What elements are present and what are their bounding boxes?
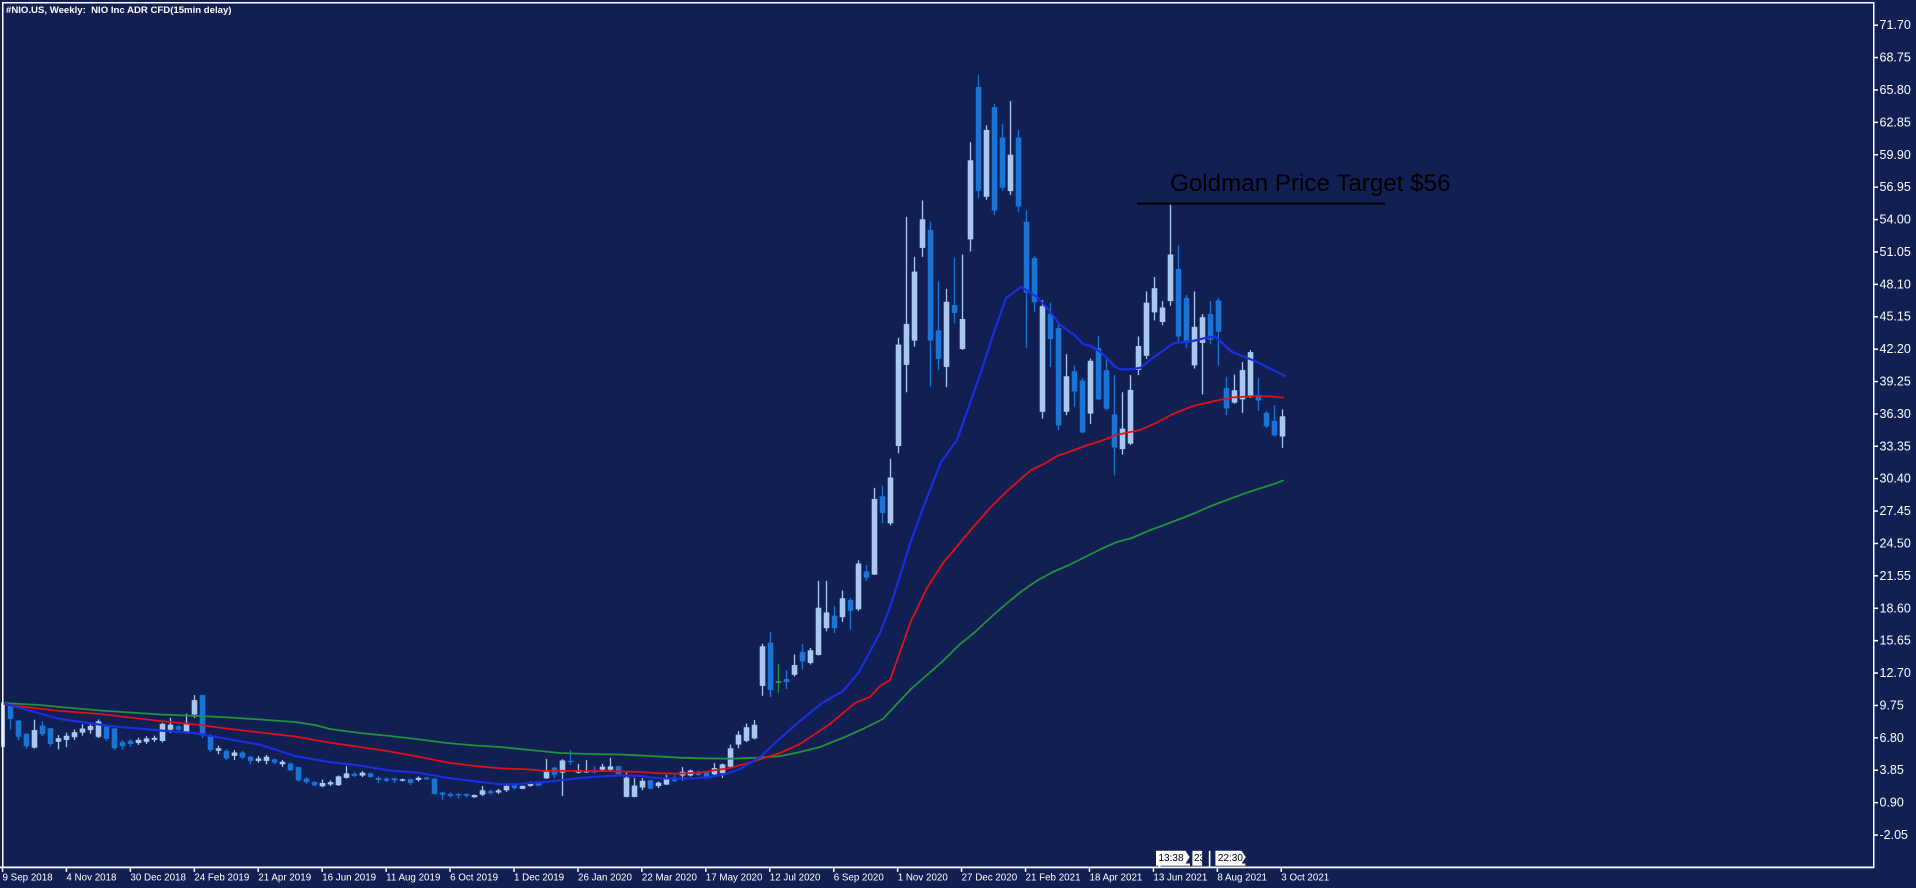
svg-text:1 Dec 2019: 1 Dec 2019: [514, 873, 564, 884]
svg-text:13 Jun 2021: 13 Jun 2021: [1153, 873, 1207, 884]
svg-text:3.85: 3.85: [1880, 763, 1904, 777]
svg-text:21.55: 21.55: [1880, 569, 1911, 583]
svg-text:24.50: 24.50: [1880, 537, 1911, 551]
svg-text:9.75: 9.75: [1880, 698, 1904, 712]
svg-text:24 Feb 2019: 24 Feb 2019: [194, 873, 249, 884]
svg-text:12 Jul 2020: 12 Jul 2020: [770, 873, 821, 884]
svg-text:51.05: 51.05: [1880, 245, 1911, 259]
svg-text:26 Jan 2020: 26 Jan 2020: [578, 873, 632, 884]
svg-text:59.90: 59.90: [1880, 148, 1911, 162]
svg-text:13:38: 13:38: [1159, 853, 1184, 864]
svg-text:48.10: 48.10: [1880, 277, 1911, 291]
svg-text:11 Aug 2019: 11 Aug 2019: [386, 873, 440, 884]
svg-text:17 May 2020: 17 May 2020: [706, 873, 763, 884]
svg-text:6.80: 6.80: [1880, 731, 1904, 745]
svg-text:54.00: 54.00: [1880, 213, 1911, 227]
svg-text:9 Sep 2018: 9 Sep 2018: [3, 873, 54, 884]
svg-text:39.25: 39.25: [1880, 375, 1911, 389]
svg-text:16 Jun 2019: 16 Jun 2019: [322, 873, 376, 884]
svg-text:62.85: 62.85: [1880, 115, 1911, 129]
svg-text:45.15: 45.15: [1880, 310, 1911, 324]
svg-text:1 Nov 2020: 1 Nov 2020: [898, 873, 949, 884]
svg-text:6 Sep 2020: 6 Sep 2020: [834, 873, 885, 884]
svg-text:#NIO.US, Weekly: NIO Inc ADR: #NIO.US, Weekly: NIO Inc ADR CFD(15min d…: [6, 5, 232, 16]
svg-text:22:30: 22:30: [1218, 853, 1243, 864]
svg-text:6 Oct 2019: 6 Oct 2019: [450, 873, 498, 884]
svg-text:30 Dec 2018: 30 Dec 2018: [130, 873, 186, 884]
svg-text:18 Apr 2021: 18 Apr 2021: [1090, 873, 1143, 884]
svg-text:0.90: 0.90: [1880, 796, 1904, 810]
svg-text:42.20: 42.20: [1880, 342, 1911, 356]
svg-text:36.30: 36.30: [1880, 407, 1911, 421]
svg-text:71.70: 71.70: [1880, 18, 1911, 32]
svg-text:12.70: 12.70: [1880, 666, 1911, 680]
svg-text:18.60: 18.60: [1880, 601, 1911, 615]
svg-text:27.45: 27.45: [1880, 504, 1911, 518]
svg-text:22 Mar 2020: 22 Mar 2020: [642, 873, 698, 884]
svg-text:30.40: 30.40: [1880, 472, 1911, 486]
svg-text:3 Oct 2021: 3 Oct 2021: [1281, 873, 1329, 884]
svg-text:8 Aug 2021: 8 Aug 2021: [1217, 873, 1267, 884]
svg-text:33.35: 33.35: [1880, 439, 1911, 453]
svg-text:56.95: 56.95: [1880, 180, 1911, 194]
svg-text:65.80: 65.80: [1880, 83, 1911, 97]
svg-text:21 Feb 2021: 21 Feb 2021: [1026, 873, 1081, 884]
svg-text:-2.05: -2.05: [1880, 828, 1909, 842]
svg-text:27 Dec 2020: 27 Dec 2020: [962, 873, 1018, 884]
svg-text:68.75: 68.75: [1880, 51, 1911, 65]
svg-text:15.65: 15.65: [1880, 634, 1911, 648]
svg-text:21 Apr 2019: 21 Apr 2019: [258, 873, 311, 884]
svg-text:23: 23: [1194, 853, 1206, 864]
svg-text:4 Nov 2018: 4 Nov 2018: [66, 873, 117, 884]
svg-text:Goldman Price Target $56: Goldman Price Target $56: [1170, 170, 1451, 197]
